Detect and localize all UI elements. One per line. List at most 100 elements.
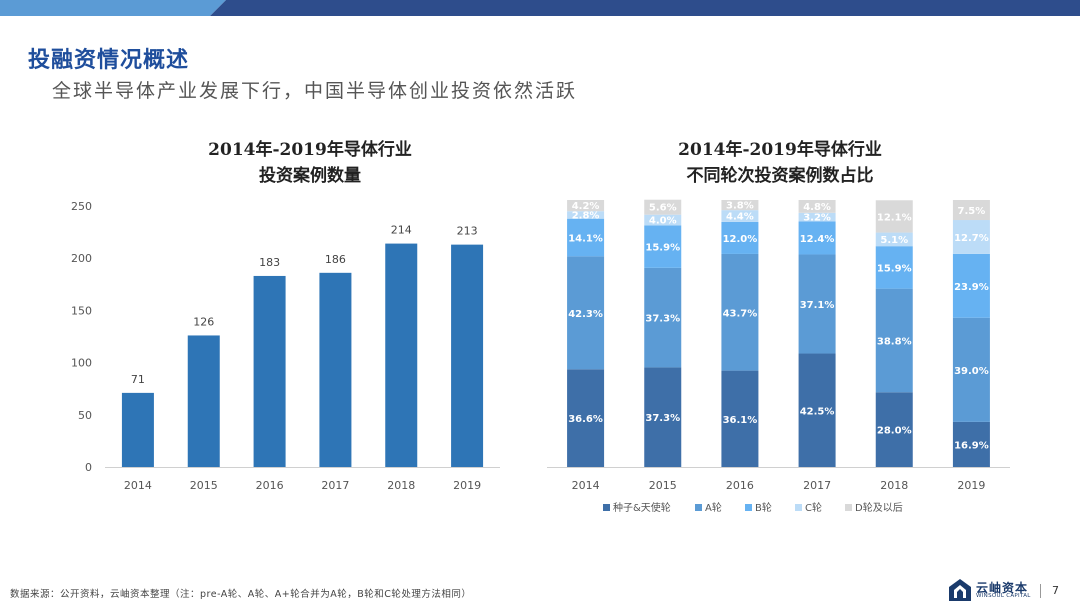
stacked-segment-2 — [875, 288, 913, 393]
bar-chart-x-tick: 2014 — [124, 479, 152, 492]
stacked-value-label: 12.1% — [877, 212, 912, 223]
stacked-value-label: 15.9% — [645, 243, 680, 254]
charts-canvas: 0 50 100 150 200 250 71 2014 126 2015 183 2016 186 20… — [71, 199, 1010, 514]
stacked-segment-2 — [567, 256, 605, 370]
stacked-segment-1 — [721, 370, 759, 467]
stacked-segment-5 — [644, 199, 682, 215]
stacked-segment-4 — [644, 214, 682, 226]
bar-chart-x-tick: 2018 — [387, 479, 415, 492]
stacked-value-label: 4.8% — [803, 202, 831, 213]
bar-chart-y-tick: 250 — [71, 200, 92, 213]
logo-mountain-icon — [949, 579, 971, 601]
stacked-segment-3 — [952, 253, 990, 318]
bar-2016 — [253, 275, 286, 467]
stacked-value-label: 4.0% — [649, 216, 677, 227]
bar-value-label: 183 — [259, 256, 280, 269]
logo-name-cn: 云岫资本 — [976, 581, 1029, 595]
bar-value-label: 71 — [131, 373, 145, 386]
stacked-segment-3 — [567, 218, 605, 257]
top-banner — [0, 0, 1080, 16]
stacked-value-label: 2.8% — [572, 210, 600, 221]
legend-swatch-4 — [795, 504, 802, 511]
stacked-value-label: 15.9% — [877, 263, 912, 274]
stacked-value-label: 3.2% — [803, 213, 831, 224]
stacked-value-label: 38.8% — [877, 336, 912, 347]
stacked-value-label: 5.1% — [880, 235, 908, 246]
stacked-segment-4 — [721, 210, 759, 222]
stacked-value-label: 37.3% — [645, 314, 680, 325]
stacked-segment-2 — [798, 254, 836, 354]
legend-swatch-2 — [695, 504, 702, 511]
bar-chart-x-tick: 2017 — [321, 479, 349, 492]
stacked-value-label: 37.3% — [645, 413, 680, 424]
stacked-value-label: 39.0% — [954, 366, 989, 377]
stacked-segment-5 — [567, 200, 605, 212]
stacked-value-label: 12.0% — [723, 234, 758, 245]
stacked-segment-2 — [644, 267, 682, 368]
stacked-value-label: 12.4% — [800, 234, 835, 245]
stacked-value-label: 4.2% — [572, 201, 600, 212]
page-separator — [1040, 584, 1041, 598]
legend-swatch-3 — [745, 504, 752, 511]
bar-chart-y-tick: 100 — [71, 357, 92, 370]
bar-chart-x-tick: 2019 — [453, 479, 481, 492]
stacked-segment-3 — [721, 221, 759, 254]
left-chart-title-line1: 2014年-2019年导体行业 — [208, 140, 412, 160]
stacked-segment-1 — [952, 421, 990, 467]
stacked-segment-5 — [875, 200, 913, 233]
bar-2017 — [319, 272, 352, 467]
stacked-value-label: 7.5% — [958, 206, 986, 217]
stacked-segment-1 — [798, 353, 836, 467]
bar-chart-x-tick: 2015 — [190, 479, 218, 492]
stacked-segment-3 — [644, 225, 682, 268]
stacked-chart-x-tick: 2019 — [957, 479, 985, 492]
stacked-value-label: 42.5% — [800, 406, 835, 417]
bar-2018 — [385, 243, 418, 467]
right-chart-title: 2014年-2019年导体行业 不同轮次投资案例数占比 — [580, 137, 980, 189]
legend-swatch-5 — [845, 504, 852, 511]
bar-chart-y-tick: 0 — [85, 461, 92, 474]
stacked-segment-2 — [952, 317, 990, 422]
stacked-value-label: 37.1% — [800, 300, 835, 311]
stacked-segment-3 — [875, 246, 913, 289]
bar-2014 — [121, 392, 154, 467]
stacked-value-label: 23.9% — [954, 282, 989, 293]
stacked-chart-x-tick: 2014 — [572, 479, 600, 492]
company-logo: 云岫资本 WINSOUL CAPITAL — [948, 578, 1048, 602]
bar-value-label: 126 — [193, 315, 214, 328]
legend-label: B轮 — [755, 501, 772, 514]
stacked-value-label: 28.0% — [877, 426, 912, 437]
stacked-value-label: 3.8% — [726, 201, 754, 212]
stacked-chart-x-tick: 2015 — [649, 479, 677, 492]
stacked-segment-4 — [567, 211, 605, 219]
stacked-value-label: 43.7% — [723, 308, 758, 319]
stacked-segment-3 — [798, 221, 836, 255]
bar-value-label: 214 — [391, 224, 412, 237]
bar-2019 — [451, 244, 484, 467]
stacked-chart-x-tick: 2018 — [880, 479, 908, 492]
left-chart-title-line2: 投资案例数量 — [259, 166, 361, 186]
bar-chart-y-tick: 50 — [78, 409, 92, 422]
stacked-value-label: 4.4% — [726, 212, 754, 223]
stacked-value-label: 36.1% — [723, 415, 758, 426]
bar-value-label: 186 — [325, 253, 346, 266]
bar-2015 — [187, 335, 220, 467]
legend-label: D轮及以后 — [855, 501, 903, 514]
stacked-segment-5 — [721, 200, 759, 211]
right-chart-title-line1: 2014年-2019年导体行业 — [678, 140, 882, 160]
source-note: 数据来源：公开资料，云岫资本整理（注：pre-A轮、A轮、A+轮合并为A轮，B轮… — [10, 589, 472, 600]
stacked-value-label: 14.1% — [568, 234, 603, 245]
page-subtitle: 全球半导体产业发展下行，中国半导体创业投资依然活跃 — [52, 80, 578, 102]
right-chart-title-line2: 不同轮次投资案例数占比 — [686, 166, 874, 186]
bar-chart-y-tick: 150 — [71, 304, 92, 317]
legend-label: C轮 — [805, 501, 822, 514]
stacked-value-label: 36.6% — [568, 414, 603, 425]
stacked-segment-5 — [952, 200, 990, 221]
stacked-segment-1 — [567, 369, 605, 467]
stacked-value-label: 16.9% — [954, 440, 989, 451]
stacked-value-label: 42.3% — [568, 309, 603, 320]
legend-label: 种子&天使轮 — [613, 501, 671, 514]
stacked-segment-5 — [798, 200, 836, 213]
stacked-value-label: 12.7% — [954, 233, 989, 244]
bar-chart-y-tick: 200 — [71, 252, 92, 265]
